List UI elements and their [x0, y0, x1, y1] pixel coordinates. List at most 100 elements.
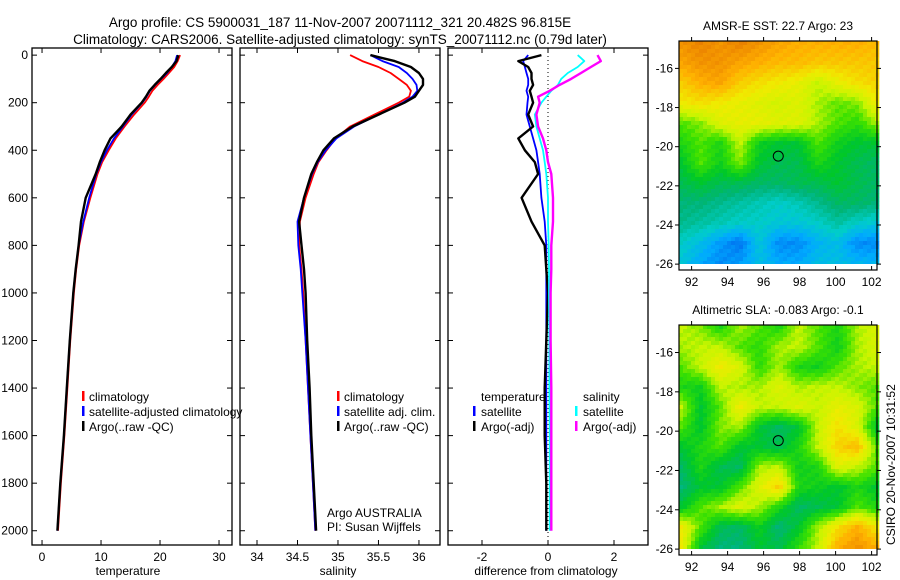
- map-cell: [779, 81, 784, 86]
- map-cell: [847, 253, 852, 258]
- map-cell: [871, 217, 876, 222]
- map-cell: [735, 169, 740, 174]
- map-cell: [763, 325, 768, 330]
- map-cell: [791, 413, 796, 418]
- map-cell: [775, 41, 780, 46]
- map-cell: [835, 225, 840, 230]
- map-cell: [767, 393, 772, 398]
- map-cell: [679, 205, 684, 210]
- map-cell: [775, 381, 780, 386]
- map-cell: [715, 145, 720, 150]
- map-cell: [759, 373, 764, 378]
- map-cell: [783, 457, 788, 462]
- map-cell: [827, 369, 832, 374]
- map-cell: [751, 229, 756, 234]
- map-cell: [691, 205, 696, 210]
- map-cell: [795, 161, 800, 166]
- map-cell: [719, 121, 724, 126]
- map-cell: [807, 357, 812, 362]
- map-cell: [771, 465, 776, 470]
- map-cell: [819, 449, 824, 454]
- map-cell: [695, 397, 700, 402]
- map-cell: [707, 149, 712, 154]
- map-cell: [779, 197, 784, 202]
- map-cell: [871, 337, 876, 342]
- map-cell: [839, 169, 844, 174]
- map-cell: [819, 389, 824, 394]
- map-cell: [743, 197, 748, 202]
- map-cell: [783, 117, 788, 122]
- map-cell: [835, 49, 840, 54]
- map-cell: [759, 241, 764, 246]
- y-tick-label: 1200: [1, 333, 28, 347]
- map-cell: [703, 377, 708, 382]
- map-cell: [731, 97, 736, 102]
- map-cell: [775, 421, 780, 426]
- map-cell: [679, 225, 684, 230]
- map-cell: [703, 417, 708, 422]
- map-cell: [803, 141, 808, 146]
- map-cell: [691, 329, 696, 334]
- map-cell: [863, 225, 868, 230]
- map-cell: [819, 109, 824, 114]
- map-cell: [823, 469, 828, 474]
- map-cell: [799, 353, 804, 358]
- map-cell: [811, 349, 816, 354]
- map-cell: [811, 101, 816, 106]
- map-cell: [695, 425, 700, 430]
- map-cell: [707, 69, 712, 74]
- map-cell: [723, 133, 728, 138]
- map-cell: [763, 137, 768, 142]
- map-cell: [803, 477, 808, 482]
- map-cell: [799, 61, 804, 66]
- map-cell: [747, 101, 752, 106]
- map-cell: [739, 333, 744, 338]
- map-cell: [855, 169, 860, 174]
- map-cell: [827, 249, 832, 254]
- map-cell: [731, 101, 736, 106]
- map-cell: [739, 349, 744, 354]
- map-cell: [847, 97, 852, 102]
- map-cell: [823, 433, 828, 438]
- map-cell: [731, 213, 736, 218]
- map-cell: [751, 185, 756, 190]
- map-cell: [767, 149, 772, 154]
- map-cell: [707, 221, 712, 226]
- map-cell: [735, 141, 740, 146]
- map-cell: [759, 97, 764, 102]
- map-cell: [819, 469, 824, 474]
- map-cell: [811, 449, 816, 454]
- map-cell: [775, 257, 780, 262]
- map-cell: [703, 261, 708, 264]
- map-cell: [779, 213, 784, 218]
- map-cell: [755, 125, 760, 130]
- map-cell: [851, 473, 856, 478]
- map-cell: [731, 417, 736, 422]
- map-cell: [831, 357, 836, 362]
- map-cell: [715, 485, 720, 490]
- map-cell: [687, 105, 692, 110]
- map-cell: [711, 229, 716, 234]
- map-cell: [835, 53, 840, 58]
- map-cell: [695, 133, 700, 138]
- map-cell: [859, 349, 864, 354]
- map-cell: [815, 193, 820, 198]
- map-cell: [687, 65, 692, 70]
- map-cell: [747, 209, 752, 214]
- map-cell: [799, 165, 804, 170]
- map-cell: [775, 69, 780, 74]
- map-cell: [755, 361, 760, 366]
- map-cell: [795, 157, 800, 162]
- map-cell: [743, 421, 748, 426]
- map-cell: [747, 145, 752, 150]
- map-cell: [867, 333, 872, 338]
- map-cell: [827, 481, 832, 486]
- map-cell: [859, 145, 864, 150]
- map-cell: [731, 349, 736, 354]
- map-cell: [759, 461, 764, 466]
- map-cell: [779, 61, 784, 66]
- map-cell: [811, 89, 816, 94]
- map-cell: [727, 77, 732, 82]
- map-cell: [679, 41, 684, 46]
- map-cell: [727, 401, 732, 406]
